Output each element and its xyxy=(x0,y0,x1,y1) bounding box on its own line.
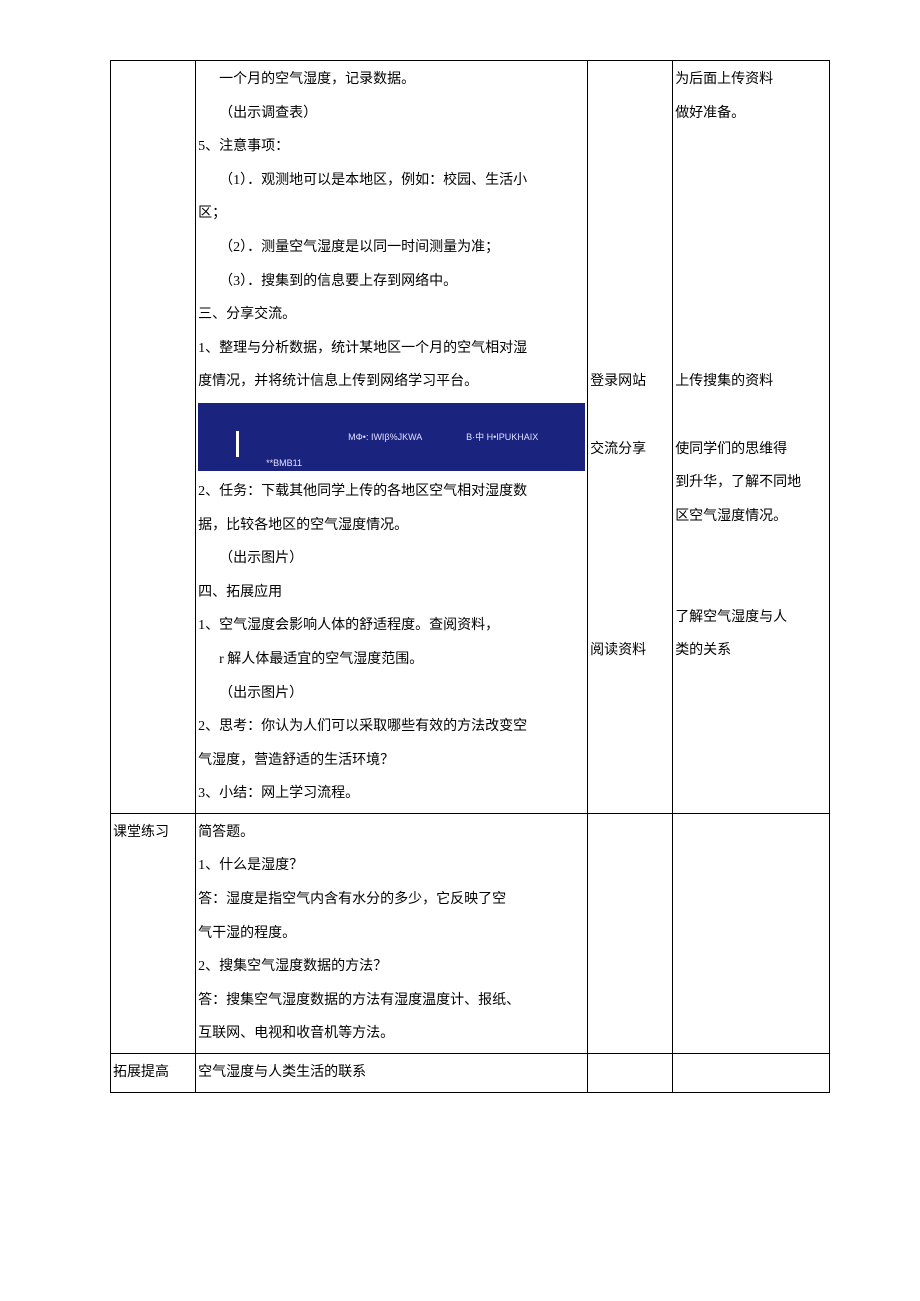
teacher-activity-cell: 一个月的空气湿度，记录数据。（出示调查表）5、注意事项：（1）．观测地可以是本地… xyxy=(196,61,588,814)
student-activity-cell-line xyxy=(590,130,670,164)
student-activity-cell-line: 交流分享 xyxy=(590,433,670,467)
teacher-activity-cell-line: 2、任务：下载其他同学上传的各地区空气相对湿度数 xyxy=(198,475,585,509)
student-activity-cell: 登录网站 交流分享 阅读资料 xyxy=(588,61,673,814)
design-intent-cell-line xyxy=(675,399,827,433)
design-intent-cell-line xyxy=(675,332,827,366)
design-intent-cell-line xyxy=(675,567,827,601)
design-intent-cell-line: 到升华，了解不同地 xyxy=(675,466,827,500)
student-activity-cell-line xyxy=(590,231,670,265)
teacher-activity-cell-line: （3）．搜集到的信息要上存到网络中。 xyxy=(198,265,585,299)
embedded-text-2: B·中 H•IPUKHAIX xyxy=(466,433,538,442)
design-intent-cell-line: 了解空气湿度与人 xyxy=(675,601,827,635)
design-intent-cell-line: 为后面上传资料 xyxy=(675,63,827,97)
design-intent-cell-line xyxy=(675,265,827,299)
design-intent-cell: 为后面上传资料做好准备。 上传搜集的资料 使同学们的思维得到升华，了解不同地区空… xyxy=(673,61,830,814)
teacher-activity-cell-line: 据，比较各地区的空气湿度情况。 xyxy=(198,509,585,543)
student-activity-cell-line xyxy=(590,533,670,567)
table-row: 课堂练习简答题。1、什么是湿度？答：湿度是指空气内含有水分的多少，它反映了空气干… xyxy=(111,813,830,1053)
teacher-activity-cell-line: 答：搜集空气湿度数据的方法有湿度温度计、报纸、 xyxy=(198,984,585,1018)
student-activity-cell-line xyxy=(590,265,670,299)
teacher-activity-cell-line: （2）．测量空气湿度是以同一时间测量为准； xyxy=(198,231,585,265)
design-intent-cell-line: 区空气湿度情况。 xyxy=(675,500,827,534)
teacher-activity-cell-line: 1、整理与分析数据，统计某地区一个月的空气相对湿 xyxy=(198,332,585,366)
teacher-activity-cell-line: 度情况，并将统计信息上传到网络学习平台。 xyxy=(198,365,585,399)
table-row: 一个月的空气湿度，记录数据。（出示调查表）5、注意事项：（1）．观测地可以是本地… xyxy=(111,61,830,814)
student-activity-cell-line xyxy=(590,466,670,500)
teacher-activity-cell-line: 四、拓展应用 xyxy=(198,576,585,610)
teacher-activity-cell-line: 互联网、电视和收音机等方法。 xyxy=(198,1017,585,1051)
teacher-activity-cell-line: 2、思考：你认为人们可以采取哪些有效的方法改变空 xyxy=(198,710,585,744)
teacher-activity-cell-line: 一个月的空气湿度，记录数据。 xyxy=(198,63,585,97)
design-intent-cell-line: 类的关系 xyxy=(675,634,827,668)
student-activity-cell-line xyxy=(590,298,670,332)
student-activity-cell-line xyxy=(590,601,670,635)
teacher-activity-cell-line: 气干湿的程度。 xyxy=(198,917,585,951)
embedded-text-3: **BMB11 xyxy=(266,459,302,468)
teacher-activity-cell-line: 三、分享交流。 xyxy=(198,298,585,332)
design-intent-cell-line: 上传搜集的资料 xyxy=(675,365,827,399)
lesson-plan-table: 一个月的空气湿度，记录数据。（出示调查表）5、注意事项：（1）．观测地可以是本地… xyxy=(110,60,830,1093)
student-activity-cell xyxy=(588,813,673,1053)
teacher-activity-cell-line: 答：湿度是指空气内含有水分的多少，它反映了空 xyxy=(198,883,585,917)
design-intent-cell-line xyxy=(675,298,827,332)
teacher-activity-cell: 简答题。1、什么是湿度？答：湿度是指空气内含有水分的多少，它反映了空气干湿的程度… xyxy=(196,813,588,1053)
student-activity-cell-line xyxy=(590,164,670,198)
row-label-cell: 课堂练习 xyxy=(111,813,196,1053)
teacher-activity-cell-line: 1、什么是湿度？ xyxy=(198,849,585,883)
row-label-cell xyxy=(111,61,196,814)
document-page: 一个月的空气湿度，记录数据。（出示调查表）5、注意事项：（1）．观测地可以是本地… xyxy=(0,0,920,1153)
table-row: 拓展提高空气湿度与人类生活的联系 xyxy=(111,1054,830,1093)
design-intent-cell-line: 使同学们的思维得 xyxy=(675,433,827,467)
student-activity-cell-line xyxy=(590,567,670,601)
student-activity-cell-line xyxy=(590,399,670,433)
teacher-activity-cell-line: 3、小结：网上学习流程。 xyxy=(198,777,585,811)
teacher-activity-cell-line: （1）．观测地可以是本地区，例如：校园、生活小 xyxy=(198,164,585,198)
teacher-activity-cell: 空气湿度与人类生活的联系 xyxy=(196,1054,588,1093)
teacher-activity-cell-line: 空气湿度与人类生活的联系 xyxy=(198,1056,585,1090)
teacher-activity-cell-line: （出示图片） xyxy=(198,542,585,576)
design-intent-cell xyxy=(673,813,830,1053)
teacher-activity-cell-line: 气湿度，营造舒适的生活环境？ xyxy=(198,744,585,778)
teacher-activity-cell-line: 1、空气湿度会影响人体的舒适程度。查阅资料， xyxy=(198,609,585,643)
student-activity-cell-line: 阅读资料 xyxy=(590,634,670,668)
student-activity-cell xyxy=(588,1054,673,1093)
teacher-activity-cell-line: （出示图片） xyxy=(198,677,585,711)
design-intent-cell-line xyxy=(675,533,827,567)
student-activity-cell-line xyxy=(590,197,670,231)
student-activity-cell-line xyxy=(590,332,670,366)
teacher-activity-cell-line: 2、搜集空气湿度数据的方法？ xyxy=(198,950,585,984)
design-intent-cell xyxy=(673,1054,830,1093)
student-activity-cell-line xyxy=(590,63,670,97)
design-intent-cell-line xyxy=(675,231,827,265)
student-activity-cell-line xyxy=(590,97,670,131)
teacher-activity-cell-line: （出示调查表） xyxy=(198,97,585,131)
design-intent-cell-line: 做好准备。 xyxy=(675,97,827,131)
teacher-activity-cell-line: 区； xyxy=(198,197,585,231)
teacher-activity-cell-line: 简答题。 xyxy=(198,816,585,850)
teacher-activity-cell-line: r 解人体最适宜的空气湿度范围。 xyxy=(198,643,585,677)
student-activity-cell-line: 登录网站 xyxy=(590,365,670,399)
cursor-bar xyxy=(236,431,239,457)
design-intent-cell-line xyxy=(675,164,827,198)
embedded-text-1: MΦ•: IWIβ%JKWA xyxy=(348,433,422,442)
row-label-cell: 拓展提高 xyxy=(111,1054,196,1093)
design-intent-cell-line xyxy=(675,197,827,231)
teacher-activity-cell-line: 5、注意事项： xyxy=(198,130,585,164)
student-activity-cell-line xyxy=(590,500,670,534)
design-intent-cell-line xyxy=(675,130,827,164)
embedded-screenshot: MΦ•: IWIβ%JKWA B·中 H•IPUKHAIX **BMB11 xyxy=(198,403,585,471)
